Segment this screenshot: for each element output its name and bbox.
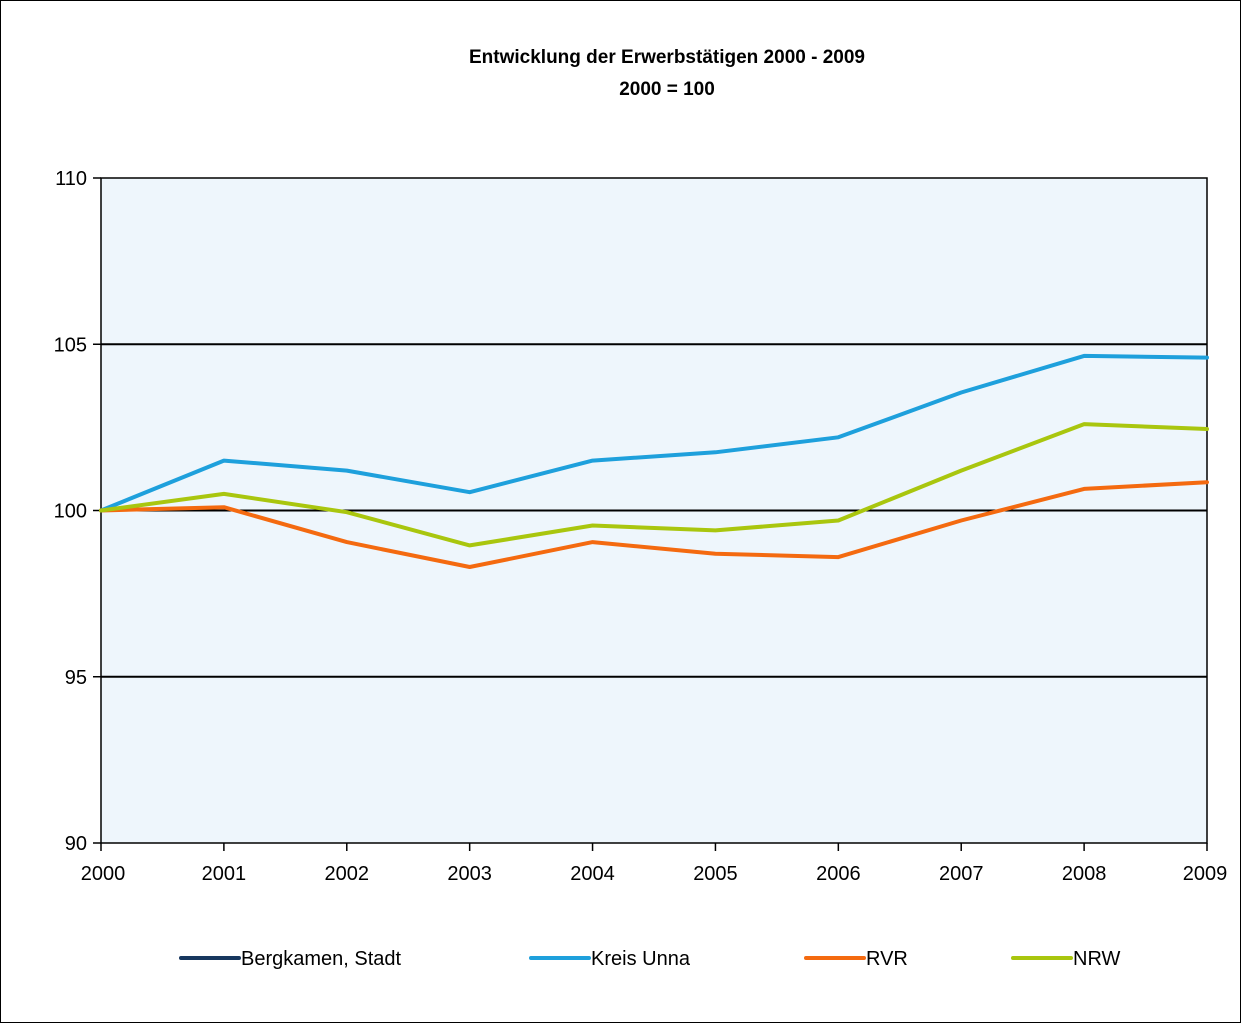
x-tick-label: 2000	[81, 863, 126, 885]
x-tick-label: 2008	[1062, 863, 1107, 885]
chart-title: Entwicklung der Erwerbstätigen 2000 - 20…	[469, 47, 865, 68]
y-tick-label: 90	[65, 833, 87, 855]
y-tick-label: 95	[65, 667, 87, 689]
series-line-nrw	[99, 422, 1209, 548]
series-line-rvr	[99, 480, 1209, 569]
series-lines	[99, 353, 1209, 569]
legend: Bergkamen, Stadt Kreis Unna RVR NRW	[179, 948, 1121, 970]
y-tick-label: 105	[54, 334, 87, 356]
y-tick-label: 110	[55, 168, 87, 190]
chart-subtitle: 2000 = 100	[619, 79, 715, 100]
x-tick-label: 2009	[1183, 863, 1228, 885]
legend-label-kreis-unna: Kreis Unna	[591, 948, 691, 970]
x-tick-label: 2007	[939, 863, 984, 885]
y-tick-label: 100	[54, 501, 87, 523]
series-line-kreis-unna	[99, 353, 1209, 513]
x-tick-label: 2001	[202, 863, 247, 885]
x-tick-label: 2005	[693, 863, 738, 885]
legend-label-rvr: RVR	[866, 948, 908, 970]
x-tick-label: 2002	[325, 863, 370, 885]
x-tick-label: 2006	[816, 863, 861, 885]
grid-lines	[101, 343, 1207, 678]
axes: 90 95 100 105 110 2000 2001 2002 2003 2004 2005 200…	[54, 168, 1228, 885]
x-tick-label: 2003	[447, 863, 492, 885]
legend-label-nrw: NRW	[1073, 948, 1121, 970]
legend-label-bergkamen-stadt: Bergkamen, Stadt	[241, 948, 402, 970]
x-tick-label: 2004	[570, 863, 615, 885]
